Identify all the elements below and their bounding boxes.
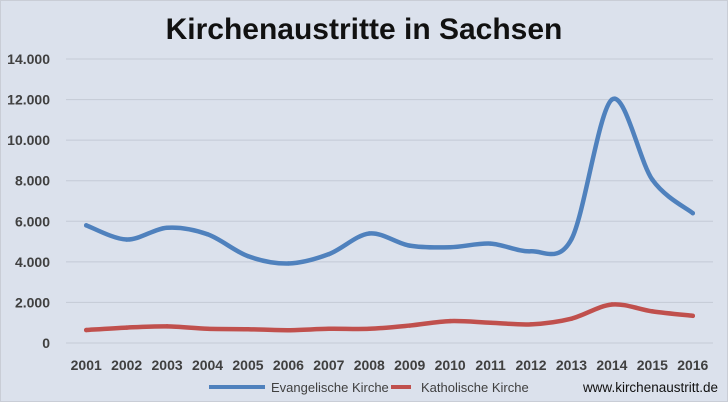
series-layer — [83, 96, 696, 333]
y-tick-label: 6.000 — [15, 213, 50, 229]
data-point — [650, 177, 655, 182]
data-point — [367, 231, 372, 236]
x-tick-label: 2010 — [435, 357, 466, 373]
data-point — [124, 237, 129, 242]
data-point — [84, 327, 89, 333]
y-tick-label: 4.000 — [15, 254, 50, 270]
data-point — [488, 241, 493, 246]
data-point — [569, 236, 574, 242]
x-tick-label: 2011 — [475, 357, 506, 373]
data-point — [326, 326, 332, 331]
data-point — [164, 225, 170, 230]
data-point — [124, 325, 129, 330]
legend-label-katholische: Katholische Kirche — [421, 380, 529, 395]
source-credit: www.kirchenaustritt.de — [582, 380, 718, 395]
data-point — [609, 302, 615, 307]
series-line-katholische — [83, 302, 696, 333]
x-tick-label: 2012 — [515, 357, 546, 373]
data-point — [205, 232, 210, 237]
data-point — [447, 318, 453, 324]
legend: Evangelische Kirche Katholische Kirche — [209, 380, 529, 395]
data-point — [528, 322, 534, 327]
data-point — [326, 251, 332, 257]
y-tick-label: 14.000 — [7, 51, 50, 67]
x-tick-label: 2015 — [637, 357, 668, 373]
data-point — [84, 223, 89, 228]
y-tick-label: 10.000 — [7, 132, 50, 148]
x-tick-label: 2005 — [232, 357, 263, 373]
data-point — [650, 309, 655, 314]
data-point — [528, 249, 534, 254]
data-point — [164, 324, 170, 329]
data-point — [286, 261, 291, 266]
x-tick-label: 2002 — [111, 357, 142, 373]
data-point — [205, 326, 210, 331]
y-tick-label: 8.000 — [15, 173, 50, 189]
x-tick-label: 2014 — [596, 357, 627, 373]
data-point — [447, 245, 453, 250]
data-point — [245, 253, 251, 259]
x-tick-label: 2016 — [677, 357, 708, 373]
x-tick-label: 2003 — [152, 357, 183, 373]
data-point — [690, 313, 695, 319]
data-point — [407, 323, 412, 328]
y-tick-label: 0 — [42, 335, 50, 351]
x-tick-label: 2004 — [192, 357, 223, 373]
legend-label-evangelische: Evangelische Kirche — [271, 380, 389, 395]
x-tick-label: 2009 — [394, 357, 425, 373]
data-point — [367, 326, 372, 331]
x-tick-label: 2007 — [313, 357, 344, 373]
y-tick-label: 12.000 — [7, 92, 50, 108]
y-axis: 0 2.000 4.000 6.000 8.000 10.000 12.000 14.000 — [7, 51, 50, 351]
data-point — [569, 316, 574, 321]
data-point — [407, 243, 412, 248]
data-point — [245, 327, 251, 332]
chart-title: Kirchenaustritte in Sachsen — [166, 13, 563, 46]
data-point — [609, 97, 615, 102]
gridlines — [66, 58, 713, 344]
x-tick-label: 2006 — [273, 357, 304, 373]
x-tick-label: 2013 — [556, 357, 587, 373]
data-point — [488, 320, 493, 325]
x-tick-label: 2008 — [354, 357, 385, 373]
data-point — [690, 210, 695, 216]
x-tick-label: 2001 — [71, 357, 102, 373]
y-tick-label: 2.000 — [15, 294, 50, 310]
x-axis: 2001 2002 2003 2004 2005 2006 2007 2008 2009 2010… — [71, 357, 709, 373]
data-point — [286, 328, 291, 333]
